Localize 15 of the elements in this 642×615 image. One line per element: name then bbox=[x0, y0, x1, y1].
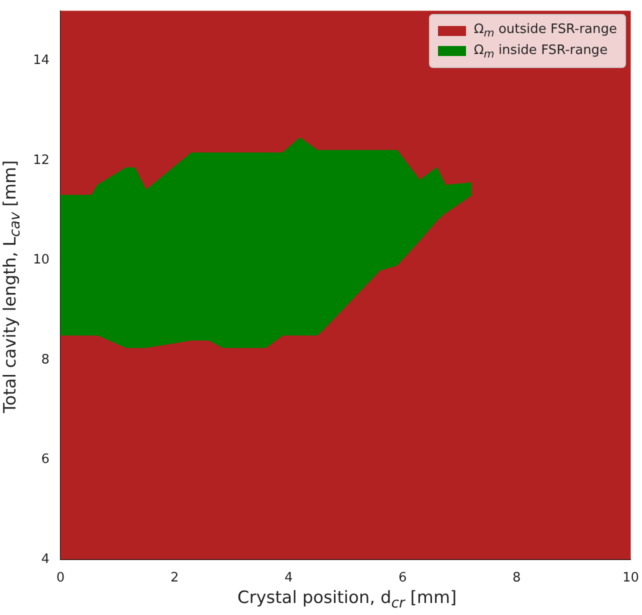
x-tick-label: 6 bbox=[398, 570, 407, 586]
y-tick-label: 6 bbox=[41, 452, 50, 468]
x-tick-label: 0 bbox=[56, 570, 65, 586]
x-axis-title: Crystal position, d$_{cr}$ [mm] bbox=[236, 588, 458, 612]
x-tick-label: 8 bbox=[512, 570, 521, 586]
y-tick-label: 4 bbox=[41, 552, 50, 567]
x-tick-label: 2 bbox=[170, 570, 179, 586]
x-tick-label: 4 bbox=[284, 570, 293, 586]
y-tick-label: 12 bbox=[32, 152, 50, 168]
band-label: Ω$_{m}$ outside FSR-range bbox=[474, 22, 617, 40]
y-tick-label: 8 bbox=[41, 352, 50, 368]
y-tick-label: 14 bbox=[32, 53, 50, 68]
x-tick-label: 10 bbox=[622, 570, 639, 586]
legend-label: Ω$_{m}$ inside FSR-range bbox=[474, 42, 608, 60]
y-tick-label: 10 bbox=[32, 252, 50, 268]
